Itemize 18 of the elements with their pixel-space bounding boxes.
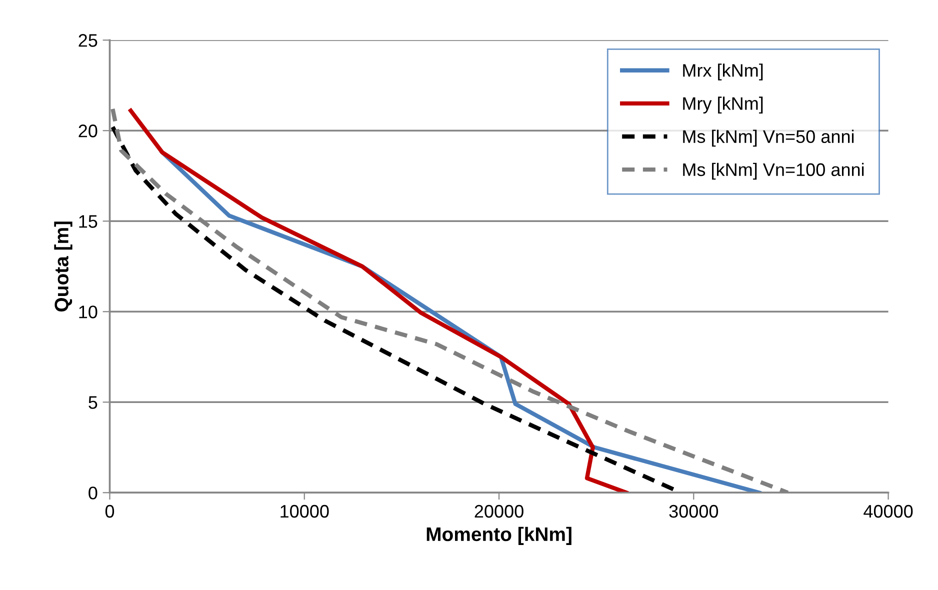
x-tick-label: 10000 [280, 504, 329, 518]
x-axis-title: Momento [kNm] [426, 526, 572, 545]
line-series [128, 108, 628, 493]
y-tick-label: 5 [88, 396, 98, 409]
x-tick-label: 40000 [864, 504, 913, 518]
legend-label: Ms [kNm] Vn=50 anni [683, 130, 854, 147]
y-tick-label: 0 [88, 486, 98, 500]
y-tick-label: 15 [79, 215, 98, 228]
y-tick-label: 10 [79, 306, 98, 318]
x-tick-label: 30000 [669, 504, 718, 518]
x-tick-label: 20000 [474, 504, 524, 518]
legend-label: Ms [kNm] Vn=100 anni [683, 162, 864, 180]
y-axis-title: Quota [m] [54, 222, 72, 312]
y-tick-label: 25 [78, 34, 98, 47]
y-tick-label: 20 [78, 124, 98, 138]
legend-label: Mry [kNm] [683, 96, 763, 114]
x-tick-label: 0 [105, 504, 114, 518]
legend-label: Mrx [kNm] [683, 64, 763, 80]
